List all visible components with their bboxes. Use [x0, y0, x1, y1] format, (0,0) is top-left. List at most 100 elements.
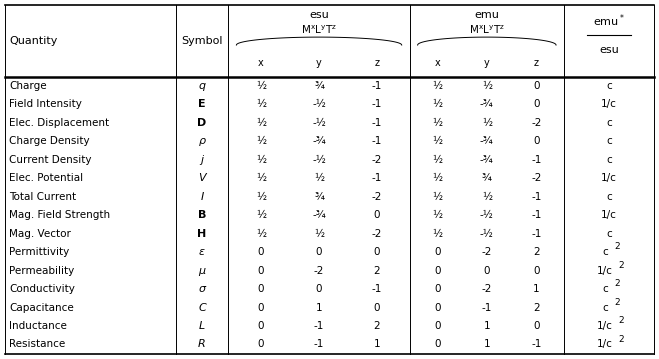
Text: 1/c: 1/c [597, 339, 613, 349]
Text: Resistance: Resistance [9, 339, 66, 349]
Text: 0: 0 [258, 303, 264, 312]
Text: I: I [200, 192, 204, 202]
Text: 0: 0 [374, 210, 380, 220]
Text: 0: 0 [484, 266, 490, 276]
Text: emu$^*$: emu$^*$ [593, 12, 625, 29]
Text: B: B [198, 210, 206, 220]
Text: -1: -1 [372, 284, 382, 294]
Text: ½: ½ [432, 192, 442, 202]
Text: -1: -1 [531, 229, 542, 239]
Text: ½: ½ [482, 192, 492, 202]
Text: -¾: -¾ [312, 210, 326, 220]
Text: L: L [199, 321, 205, 331]
Text: 0: 0 [374, 303, 380, 312]
Text: Permittivity: Permittivity [9, 247, 70, 257]
Text: M$^\mathsf{x}$L$^\mathsf{y}$T$^\mathsf{z}$: M$^\mathsf{x}$L$^\mathsf{y}$T$^\mathsf{z… [301, 24, 337, 36]
Text: ρ: ρ [198, 136, 206, 146]
Text: Charge Density: Charge Density [9, 136, 90, 146]
Text: -½: -½ [312, 155, 326, 165]
Text: 1: 1 [533, 284, 540, 294]
Text: 1: 1 [484, 321, 490, 331]
Text: 0: 0 [258, 321, 264, 331]
Text: 0: 0 [533, 99, 540, 109]
Text: 0: 0 [258, 247, 264, 257]
Text: -1: -1 [482, 303, 492, 312]
Text: Elec. Potential: Elec. Potential [9, 173, 84, 183]
Text: Quantity: Quantity [9, 36, 58, 46]
Text: R: R [198, 339, 206, 349]
Text: 2: 2 [533, 247, 540, 257]
Text: -1: -1 [314, 339, 324, 349]
Text: 1: 1 [316, 303, 322, 312]
Text: 0: 0 [434, 321, 441, 331]
Text: c: c [602, 284, 608, 294]
Text: ½: ½ [314, 229, 324, 239]
Text: -½: -½ [312, 99, 326, 109]
Text: ½: ½ [482, 81, 492, 91]
Text: c: c [606, 229, 612, 239]
Text: μ: μ [198, 266, 206, 276]
Text: V: V [198, 173, 206, 183]
Text: -2: -2 [482, 247, 492, 257]
Text: -½: -½ [480, 229, 494, 239]
Text: Mag. Vector: Mag. Vector [9, 229, 71, 239]
Text: ½: ½ [256, 81, 266, 91]
Text: c: c [606, 155, 612, 165]
Text: 1: 1 [374, 339, 380, 349]
Text: -½: -½ [480, 210, 494, 220]
Text: -2: -2 [531, 173, 542, 183]
Text: ½: ½ [432, 136, 442, 146]
Text: 1/c: 1/c [597, 266, 613, 276]
Text: emu: emu [474, 10, 500, 20]
Text: ½: ½ [432, 173, 442, 183]
Text: Inductance: Inductance [9, 321, 67, 331]
Text: c: c [606, 118, 612, 128]
Text: M$^\mathsf{x}$L$^\mathsf{y}$T$^\mathsf{z}$: M$^\mathsf{x}$L$^\mathsf{y}$T$^\mathsf{z… [469, 24, 505, 36]
Text: -1: -1 [531, 339, 542, 349]
Text: -1: -1 [372, 136, 382, 146]
Text: σ: σ [198, 284, 206, 294]
Text: 1/c: 1/c [601, 99, 617, 109]
Text: c: c [606, 192, 612, 202]
Text: 0: 0 [258, 284, 264, 294]
Text: 2: 2 [533, 303, 540, 312]
Text: y: y [316, 58, 322, 68]
Text: ½: ½ [256, 192, 266, 202]
Text: c: c [606, 136, 612, 146]
Text: Permeability: Permeability [9, 266, 74, 276]
Text: -2: -2 [372, 155, 382, 165]
Text: c: c [606, 81, 612, 91]
Text: D: D [198, 118, 207, 128]
Text: ½: ½ [314, 173, 324, 183]
Text: ½: ½ [482, 118, 492, 128]
Text: ¾: ¾ [314, 192, 324, 202]
Text: 2: 2 [614, 298, 619, 307]
Text: ½: ½ [432, 99, 442, 109]
Text: Charge: Charge [9, 81, 47, 91]
Text: -1: -1 [531, 210, 542, 220]
Text: esu: esu [309, 10, 329, 20]
Text: z: z [374, 58, 380, 68]
Text: H: H [198, 229, 207, 239]
Text: 0: 0 [434, 339, 441, 349]
Text: z: z [534, 58, 538, 68]
Text: 0: 0 [258, 266, 264, 276]
Text: -2: -2 [531, 118, 542, 128]
Text: 2: 2 [374, 266, 380, 276]
Text: 0: 0 [533, 136, 540, 146]
Text: Elec. Displacement: Elec. Displacement [9, 118, 109, 128]
Text: 2: 2 [618, 261, 623, 270]
Text: ½: ½ [256, 136, 266, 146]
Text: ½: ½ [432, 155, 442, 165]
Text: -2: -2 [372, 192, 382, 202]
Text: ¾: ¾ [314, 81, 324, 91]
Text: x: x [434, 58, 440, 68]
Text: -2: -2 [482, 284, 492, 294]
Text: -¾: -¾ [480, 99, 494, 109]
Text: Capacitance: Capacitance [9, 303, 74, 312]
Text: E: E [198, 99, 206, 109]
Text: 0: 0 [533, 266, 540, 276]
Text: -1: -1 [314, 321, 324, 331]
Text: -1: -1 [531, 155, 542, 165]
Text: ½: ½ [256, 155, 266, 165]
